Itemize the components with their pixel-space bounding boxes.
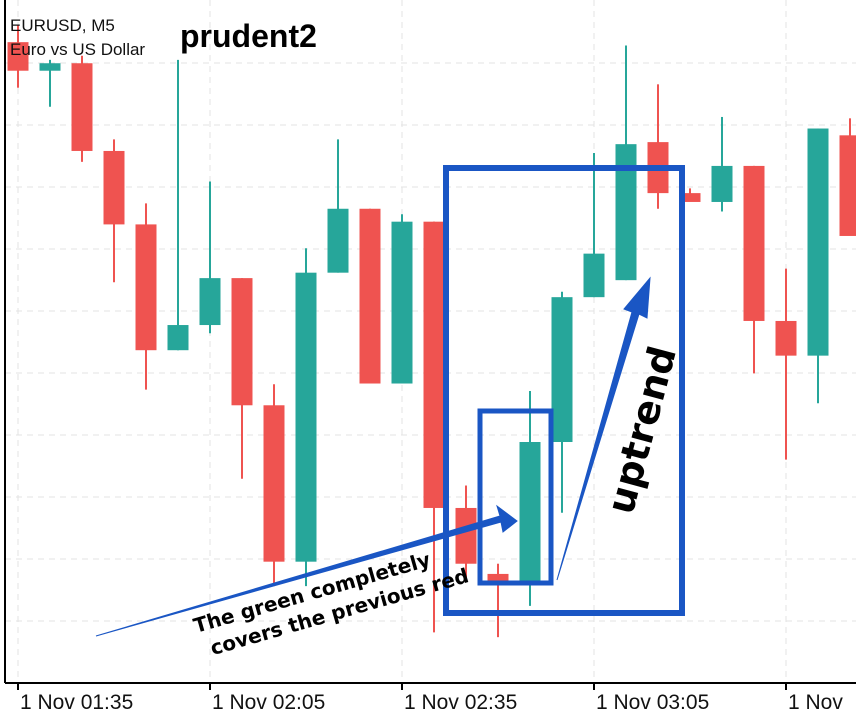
engulfing-annotation: The green completely covers the previous… [191,538,472,663]
candle-body-bull [327,208,349,273]
candle [167,59,189,351]
candle-body-bull [615,144,637,281]
candle [743,165,765,374]
candle-body-bull [391,221,413,384]
candle-body-bull [167,325,189,351]
candle [679,188,701,202]
x-axis-ticks: 1 Nov 01:35 1 Nov 02:05 1 Nov 02:35 1 Nov 0… [17,683,843,714]
candle [359,208,381,384]
candle-body-bear [487,573,509,583]
candle [327,139,349,273]
x-tick-label: 1 Nov 02:05 [212,691,325,714]
symbol-description: Euro vs US Dollar [10,40,146,59]
candle-body-bull [199,278,221,326]
candle-body-bull [551,297,573,442]
candle-body-bull [583,253,605,298]
candle-body-bull [39,63,61,71]
candle [263,384,285,587]
symbol-label: EURUSD, M5 [10,16,115,35]
candle-body-bull [807,128,829,356]
candle-body-bear [455,507,477,564]
candles [7,25,856,638]
candle [775,268,797,460]
candle-body-bear [423,221,445,508]
x-tick-label: 1 Nov 03:05 [596,691,709,714]
candle [231,278,253,479]
candle-body-bear [7,42,29,71]
candle [455,485,477,583]
candle [103,139,125,283]
x-tick-label: 1 Nov 01:35 [20,691,133,714]
candle [487,563,509,638]
x-tick-label: 1 Nov [788,691,843,714]
candle [391,214,413,384]
candle-body-bear [135,224,157,351]
candle [711,116,733,212]
engulfing-arrow [95,504,518,637]
candle-body-bear [103,150,125,225]
candle-body-bear [71,63,93,151]
candle-body-bull [711,165,733,202]
candle [71,55,93,162]
candle [839,118,856,236]
uptrend-arrow [556,276,651,581]
candle-body-bear [263,405,285,562]
candle-body-bear [743,165,765,321]
engulfing-box [477,408,554,586]
candle-body-bear [231,278,253,406]
uptrend-box [443,165,685,616]
candle [647,84,669,209]
candle-body-bull [519,442,541,583]
candle [7,25,29,88]
brand-label: prudent2 [180,18,317,54]
candle [519,391,541,606]
candle [615,45,637,281]
annotations: The green completely covers the previous… [95,165,685,663]
candle [135,203,157,390]
uptrend-annotation: uptrend [598,342,685,519]
candle-body-bear [839,135,856,236]
candle [583,153,605,298]
candle [295,248,317,587]
candle [551,291,573,513]
candle-body-bear [359,208,381,384]
candle-body-bear [679,193,701,202]
candle [39,59,61,107]
candle-body-bull [295,272,317,562]
candle-body-bear [775,320,797,356]
x-tick-label: 1 Nov 02:35 [404,691,517,714]
candle [807,128,829,404]
candle [423,221,445,633]
candle [199,181,221,334]
